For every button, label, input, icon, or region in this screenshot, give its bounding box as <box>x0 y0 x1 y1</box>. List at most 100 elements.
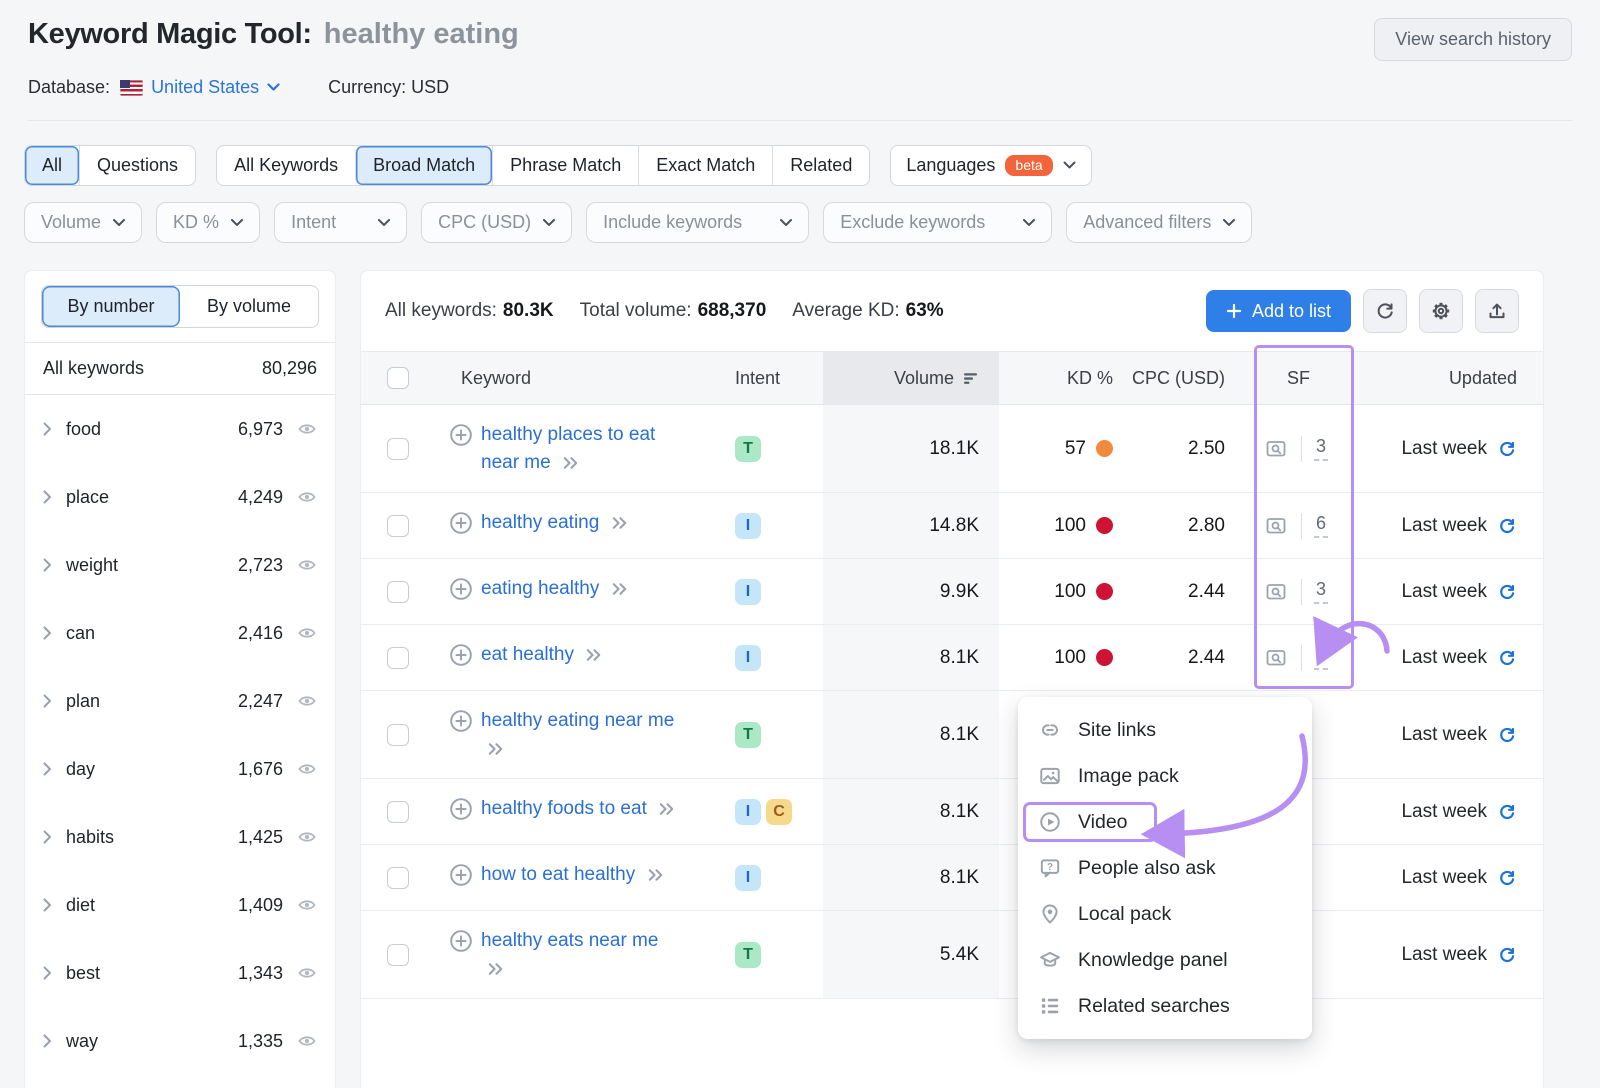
column-keyword[interactable]: Keyword <box>461 367 532 388</box>
serp-preview-icon[interactable] <box>1263 438 1289 460</box>
keyword-link[interactable]: eating healthy <box>481 578 600 600</box>
row-checkbox[interactable] <box>387 800 409 823</box>
add-keyword-icon[interactable] <box>449 863 473 887</box>
volume-filter[interactable]: Volume <box>24 202 143 243</box>
languages-dropdown[interactable]: Languages beta <box>890 145 1092 186</box>
eye-icon[interactable] <box>297 422 317 436</box>
serp-feature-site-links[interactable]: Site links <box>1018 707 1312 753</box>
kd-filter[interactable]: KD % <box>156 202 261 243</box>
keyword-link[interactable]: eat healthy <box>481 644 574 666</box>
add-keyword-icon[interactable] <box>449 511 473 535</box>
sf-count[interactable]: 3 <box>1314 579 1329 605</box>
include-keywords-filter[interactable]: Include keywords <box>586 202 810 243</box>
keyword-link[interactable]: how to eat healthy <box>481 864 636 886</box>
column-kd[interactable]: KD % <box>1066 367 1113 388</box>
serp-feature-knowledge-panel[interactable]: Knowledge panel <box>1018 937 1312 983</box>
all-keywords-row[interactable]: All keywords 80,296 <box>25 342 335 395</box>
eye-icon[interactable] <box>297 762 317 776</box>
eye-icon[interactable] <box>297 1034 317 1048</box>
sidebar-item-can[interactable]: can 2,416 <box>25 599 335 667</box>
export-button[interactable] <box>1475 289 1519 333</box>
intent-filter[interactable]: Intent <box>274 202 408 243</box>
row-checkbox[interactable] <box>387 943 409 966</box>
refresh-keyword-icon[interactable] <box>1497 516 1517 536</box>
add-keyword-icon[interactable] <box>449 423 473 447</box>
row-checkbox[interactable] <box>387 866 409 889</box>
sidebar-item-best[interactable]: best 1,343 <box>25 939 335 1007</box>
add-keyword-icon[interactable] <box>449 797 473 821</box>
serp-feature-video[interactable]: Video <box>1018 799 1312 845</box>
column-cpc[interactable]: CPC (USD) <box>1132 367 1225 388</box>
sidebar-item-food[interactable]: food 6,973 <box>25 395 335 463</box>
sidebar-item-day[interactable]: day 1,676 <box>25 735 335 803</box>
row-checkbox[interactable] <box>387 646 409 669</box>
keyword-link[interactable]: healthy places to eat near me <box>481 424 656 473</box>
sidebar-item-way[interactable]: way 1,335 <box>25 1007 335 1075</box>
tab-broad-match[interactable]: Broad Match <box>355 146 493 185</box>
row-checkbox[interactable] <box>387 723 409 746</box>
tab-related[interactable]: Related <box>772 146 869 185</box>
row-checkbox[interactable] <box>387 437 409 460</box>
column-intent[interactable]: Intent <box>735 367 781 388</box>
eye-icon[interactable] <box>297 966 317 980</box>
refresh-button[interactable] <box>1363 289 1407 333</box>
eye-icon[interactable] <box>297 830 317 844</box>
eye-icon[interactable] <box>297 490 317 504</box>
view-search-history-button[interactable]: View search history <box>1374 18 1572 61</box>
serp-preview-icon[interactable] <box>1263 647 1289 669</box>
database-selector[interactable]: United States <box>151 77 280 98</box>
sf-count[interactable]: 3 <box>1314 436 1329 462</box>
tab-all[interactable]: All <box>25 146 80 185</box>
eye-icon[interactable] <box>297 694 317 708</box>
add-keyword-icon[interactable] <box>449 709 473 733</box>
cpc-filter[interactable]: CPC (USD) <box>421 202 573 243</box>
sidebar-item-diet[interactable]: diet 1,409 <box>25 871 335 939</box>
eye-icon[interactable] <box>297 898 317 912</box>
keyword-link[interactable]: healthy eating near me <box>481 710 675 732</box>
tab-phrase-match[interactable]: Phrase Match <box>492 146 638 185</box>
expand-keyword-icon[interactable] <box>646 868 665 882</box>
serp-feature-people-also-ask[interactable]: ? People also ask <box>1018 845 1312 891</box>
expand-keyword-icon[interactable] <box>486 742 505 756</box>
refresh-keyword-icon[interactable] <box>1497 582 1517 602</box>
add-keyword-icon[interactable] <box>449 929 473 953</box>
expand-keyword-icon[interactable] <box>486 962 505 976</box>
eye-icon[interactable] <box>297 626 317 640</box>
refresh-keyword-icon[interactable] <box>1497 725 1517 745</box>
serp-feature-image-pack[interactable]: Image pack <box>1018 753 1312 799</box>
expand-keyword-icon[interactable] <box>610 582 629 596</box>
tab-all-keywords[interactable]: All Keywords <box>234 155 339 175</box>
sidebar-item-habits[interactable]: habits 1,425 <box>25 803 335 871</box>
by-number-toggle[interactable]: By number <box>42 286 180 327</box>
keyword-link[interactable]: healthy eating <box>481 512 600 534</box>
refresh-keyword-icon[interactable] <box>1497 648 1517 668</box>
advanced-filters[interactable]: Advanced filters <box>1066 202 1253 243</box>
sidebar-item-weight[interactable]: weight 2,723 <box>25 531 335 599</box>
expand-keyword-icon[interactable] <box>561 456 580 470</box>
serp-preview-icon[interactable] <box>1263 581 1289 603</box>
refresh-keyword-icon[interactable] <box>1497 945 1517 965</box>
tab-questions[interactable]: Questions <box>79 146 195 185</box>
keyword-link[interactable]: healthy foods to eat <box>481 798 647 820</box>
column-sf[interactable]: SF <box>1287 367 1311 388</box>
expand-keyword-icon[interactable] <box>657 802 676 816</box>
eye-icon[interactable] <box>297 558 317 572</box>
refresh-keyword-icon[interactable] <box>1497 802 1517 822</box>
sf-count[interactable]: 6 <box>1314 513 1329 539</box>
add-to-list-button[interactable]: Add to list <box>1205 290 1351 332</box>
refresh-keyword-icon[interactable] <box>1497 868 1517 888</box>
select-all-checkbox[interactable] <box>387 367 409 389</box>
column-updated[interactable]: Updated <box>1448 367 1517 388</box>
sidebar-item-plan[interactable]: plan 2,247 <box>25 667 335 735</box>
settings-button[interactable] <box>1419 289 1463 333</box>
by-volume-toggle[interactable]: By volume <box>206 296 292 316</box>
expand-keyword-icon[interactable] <box>584 648 603 662</box>
exclude-keywords-filter[interactable]: Exclude keywords <box>823 202 1053 243</box>
sidebar-item-place[interactable]: place 4,249 <box>25 463 335 531</box>
refresh-keyword-icon[interactable] <box>1497 439 1517 459</box>
add-keyword-icon[interactable] <box>449 643 473 667</box>
tab-exact-match[interactable]: Exact Match <box>638 146 772 185</box>
column-volume[interactable]: Volume <box>823 352 999 404</box>
add-keyword-icon[interactable] <box>449 577 473 601</box>
serp-feature-related-searches[interactable]: Related searches <box>1018 983 1312 1029</box>
